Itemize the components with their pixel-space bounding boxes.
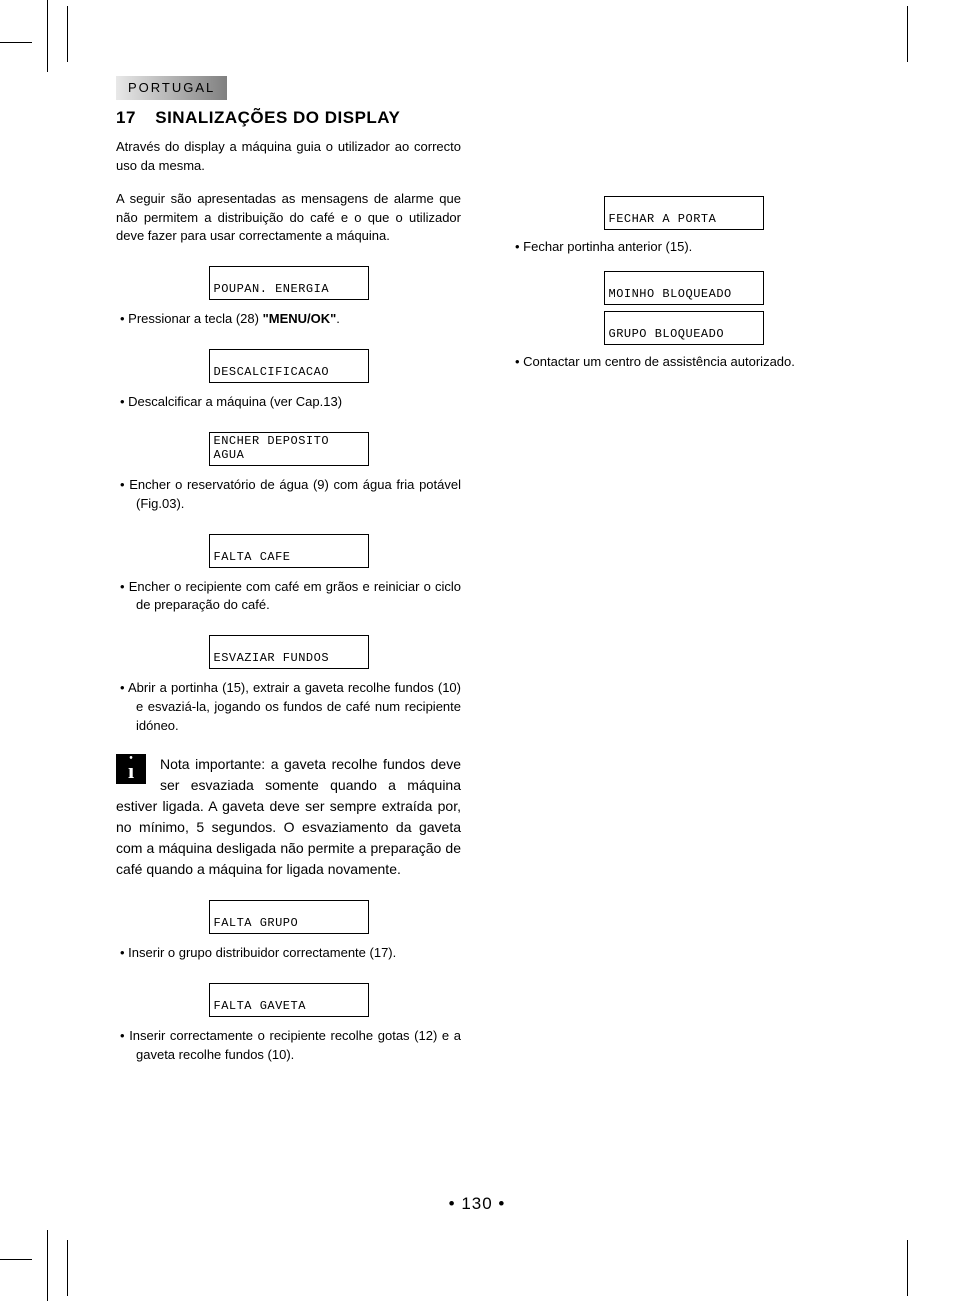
display-box: FALTA CAFE	[209, 534, 369, 568]
bullet-item: Inserir correctamente o recipiente recol…	[116, 1027, 461, 1065]
bullet-item: Pressionar a tecla (28) "MENU/OK".	[116, 310, 461, 329]
display-box: FECHAR A PORTA	[604, 196, 764, 230]
display-box: FALTA GRUPO	[209, 900, 369, 934]
bullet-item: Encher o recipiente com café em grãos e …	[116, 578, 461, 616]
display-box: FALTA GAVETA	[209, 983, 369, 1017]
display-box: DESCALCIFICACAO	[209, 349, 369, 383]
display-box: MOINHO BLOQUEADO	[604, 271, 764, 305]
display-box: POUPAN. ENERGIA	[209, 266, 369, 300]
display-box: GRUPO BLOQUEADO	[604, 311, 764, 345]
note-text: Nota importante: a gaveta recolhe fundos…	[116, 756, 461, 877]
intro-p1: Através do display a máquina guia o util…	[116, 138, 461, 176]
bullet-item: Abrir a portinha (15), extrair a gaveta …	[116, 679, 461, 736]
bullet-item: Contactar um centro de assistência autor…	[511, 353, 856, 372]
bullet-item: Fechar portinha anterior (15).	[511, 238, 856, 257]
country-label: PORTUGAL	[128, 80, 215, 95]
right-column: FECHAR A PORTA Fechar portinha anterior …	[511, 138, 856, 1068]
left-column: Através do display a máquina guia o util…	[116, 138, 461, 1068]
display-box: ENCHER DEPOSITO AGUA	[209, 432, 369, 466]
display-box: ESVAZIAR FUNDOS	[209, 635, 369, 669]
note-block: •ı Nota importante: a gaveta recolhe fun…	[116, 754, 461, 880]
section-heading: SINALIZAÇÕES DO DISPLAY	[155, 108, 400, 127]
section-number: 17	[116, 108, 150, 128]
intro-p2: A seguir são apresentadas as mensagens d…	[116, 190, 461, 247]
info-icon: •ı	[116, 754, 146, 784]
bullet-item: Inserir o grupo distribuidor correctamen…	[116, 944, 461, 963]
page-content: PORTUGAL 17 SINALIZAÇÕES DO DISPLAY Atra…	[116, 76, 866, 1068]
country-tab: PORTUGAL	[116, 76, 227, 100]
section-title: 17 SINALIZAÇÕES DO DISPLAY	[116, 108, 866, 128]
bullet-item: Encher o reservatório de água (9) com ág…	[116, 476, 461, 514]
page-number: • 130 •	[0, 1194, 954, 1214]
bullet-item: Descalcificar a máquina (ver Cap.13)	[116, 393, 461, 412]
